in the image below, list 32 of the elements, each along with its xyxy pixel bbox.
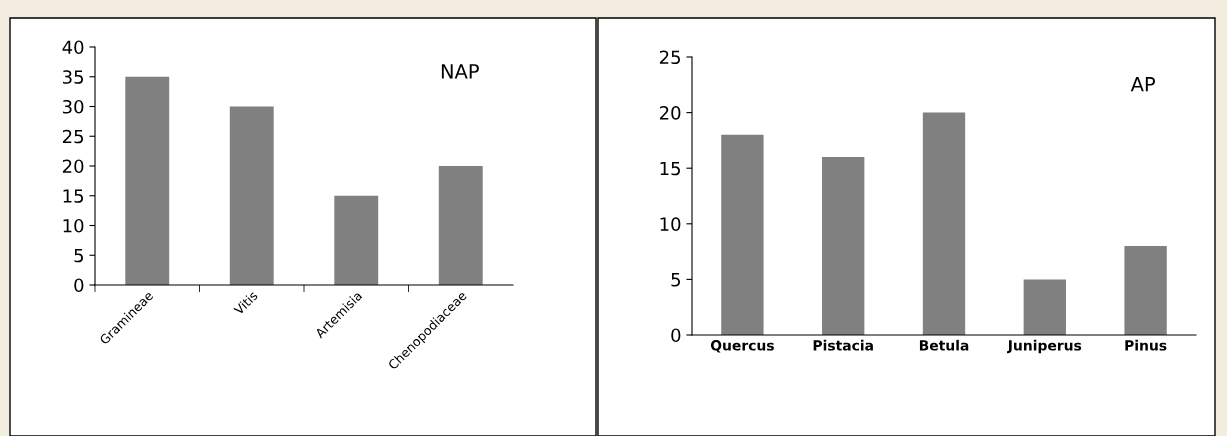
x-tick-label: Vitis — [232, 290, 259, 316]
bar — [922, 112, 966, 335]
y-tick-label: 10 — [660, 217, 681, 231]
y-tick-label: 25 — [62, 129, 84, 144]
y-tick-label: 30 — [62, 99, 84, 114]
y-tick-label: 5 — [671, 273, 681, 287]
y-tick-label: 0 — [74, 278, 84, 293]
y-tick-label: 35 — [62, 70, 84, 84]
text: AP — [1130, 77, 1156, 92]
y-tick-label: 25 — [659, 50, 681, 65]
x-tick-label: Quercus — [710, 340, 774, 353]
y-tick-label: 5 — [74, 248, 84, 263]
bar — [229, 106, 274, 285]
x-tick-label: Juniperus — [1006, 339, 1082, 354]
text: NAP — [441, 64, 479, 79]
bar — [334, 195, 379, 285]
y-tick-label: 10 — [63, 218, 84, 233]
bar — [1023, 279, 1066, 335]
x-tick-label: Betula — [919, 339, 969, 351]
bar — [822, 157, 865, 335]
x-tick-label: Pinus — [1125, 339, 1167, 351]
bar — [125, 76, 170, 285]
bar — [438, 166, 483, 285]
bar — [721, 134, 764, 335]
x-tick-label: Pistacia — [813, 339, 873, 351]
y-tick-label: 40 — [62, 40, 84, 55]
y-tick-label: 20 — [659, 106, 681, 120]
y-tick-label: 20 — [62, 159, 84, 174]
bar — [1124, 246, 1167, 335]
y-tick-label: 15 — [660, 161, 681, 176]
y-tick-label: 15 — [63, 189, 84, 203]
y-tick-label: 0 — [671, 328, 681, 343]
